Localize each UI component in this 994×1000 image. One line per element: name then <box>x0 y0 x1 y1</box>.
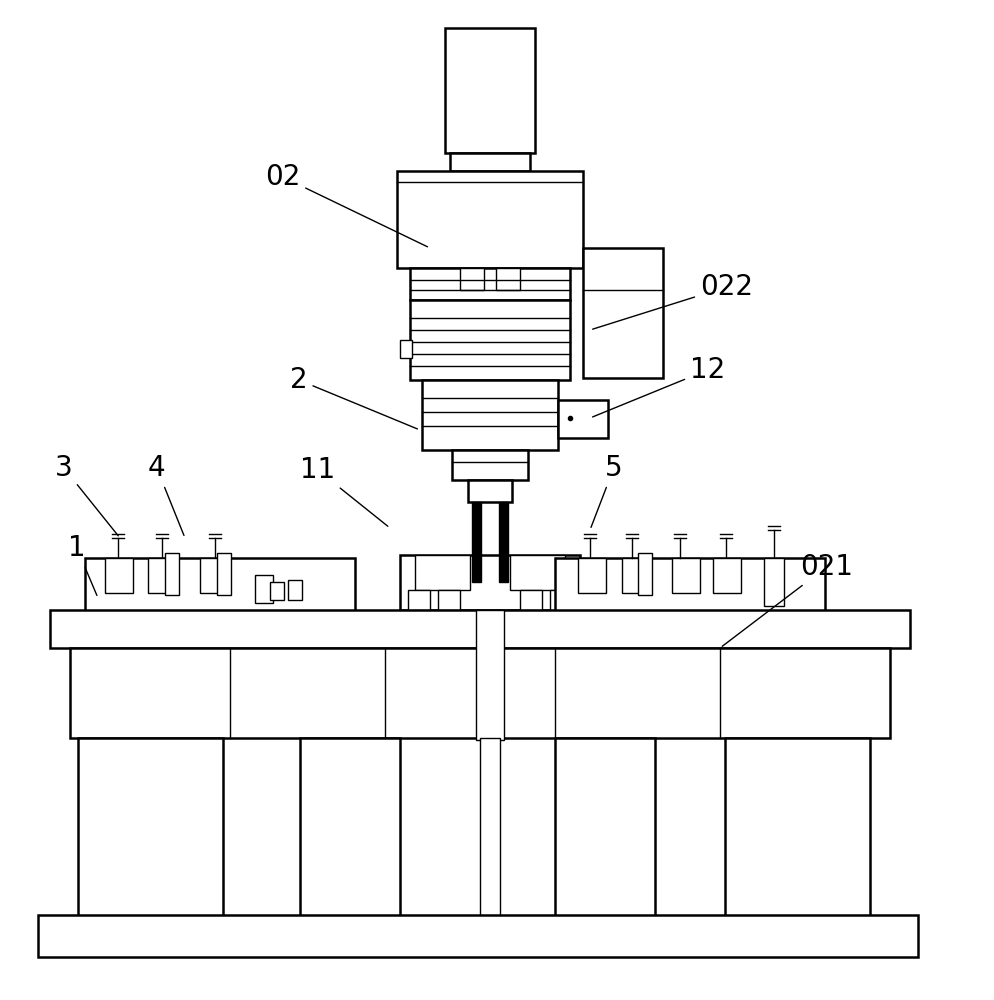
Bar <box>397 171 582 268</box>
Text: 02: 02 <box>264 163 427 247</box>
Bar <box>510 555 565 590</box>
Bar <box>763 558 783 606</box>
Bar <box>437 590 459 610</box>
Bar <box>495 268 520 290</box>
Bar <box>475 610 504 740</box>
Bar <box>400 555 580 610</box>
Text: 1: 1 <box>68 534 96 595</box>
Text: 11: 11 <box>300 456 388 526</box>
Text: 12: 12 <box>592 356 725 417</box>
Bar <box>105 558 133 593</box>
Bar <box>269 582 283 600</box>
Bar <box>555 558 824 613</box>
Text: 4: 4 <box>148 454 184 535</box>
Bar <box>408 590 429 610</box>
Bar <box>217 553 231 595</box>
Text: 022: 022 <box>592 273 752 329</box>
Text: 021: 021 <box>722 553 852 646</box>
Bar <box>555 738 654 916</box>
Bar <box>410 300 570 380</box>
Bar <box>70 648 889 738</box>
Bar <box>84 558 355 613</box>
Bar <box>200 558 228 593</box>
Bar <box>671 558 700 593</box>
Bar <box>421 380 558 450</box>
Bar <box>449 153 530 171</box>
Bar <box>582 248 662 378</box>
Bar <box>713 558 741 593</box>
Bar <box>479 738 500 916</box>
Bar <box>444 28 535 153</box>
Bar <box>414 555 469 590</box>
Bar <box>550 590 572 610</box>
Bar <box>78 738 223 916</box>
Bar <box>578 558 605 593</box>
Text: 5: 5 <box>590 454 622 527</box>
Text: 3: 3 <box>55 454 118 536</box>
Bar <box>499 502 508 582</box>
Bar <box>520 590 542 610</box>
Bar <box>725 738 869 916</box>
Bar <box>459 268 483 290</box>
Bar <box>467 480 512 502</box>
Bar <box>165 553 179 595</box>
Bar <box>400 340 412 358</box>
Bar <box>287 580 302 600</box>
Bar <box>471 502 480 582</box>
Bar <box>410 268 570 300</box>
Bar <box>300 738 400 916</box>
Text: 2: 2 <box>289 366 417 429</box>
Bar <box>38 915 917 957</box>
Bar <box>558 400 607 438</box>
Bar <box>451 450 528 480</box>
Bar <box>621 558 649 593</box>
Bar <box>148 558 176 593</box>
Bar <box>50 610 910 648</box>
Bar <box>637 553 651 595</box>
Bar <box>254 575 272 603</box>
